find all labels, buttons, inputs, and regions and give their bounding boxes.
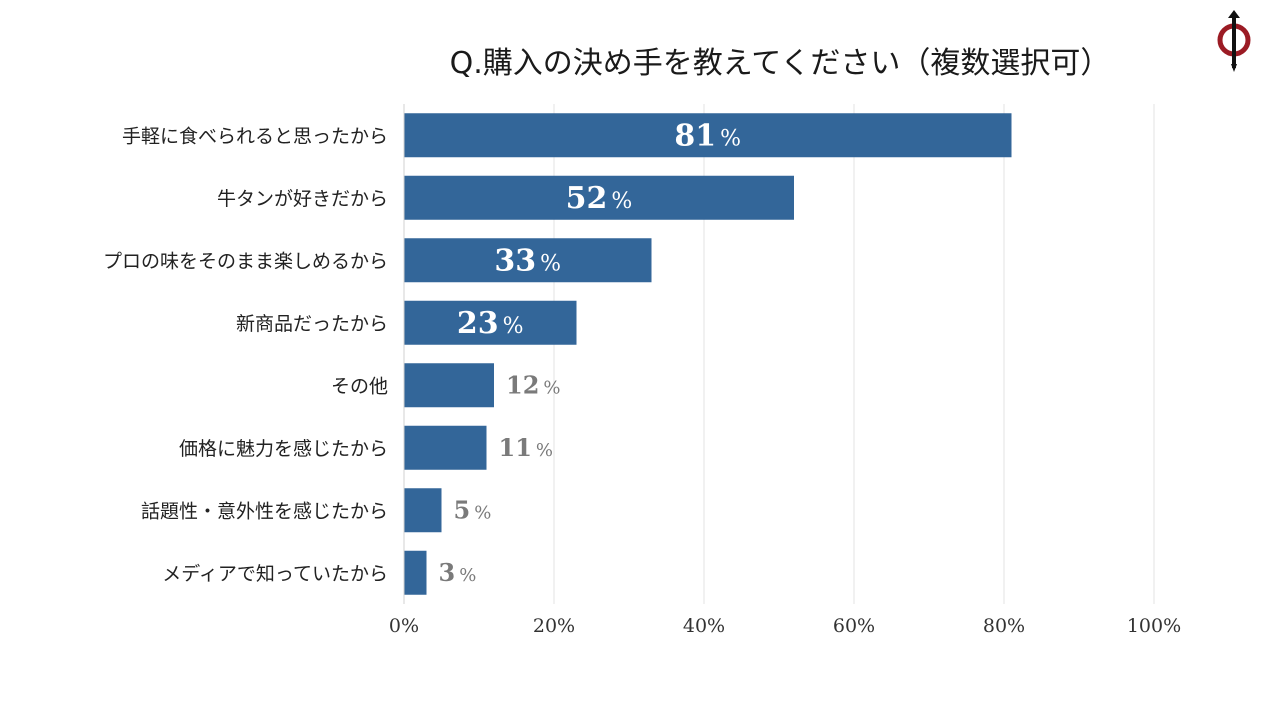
bar xyxy=(404,300,577,345)
x-tick-label: 40% xyxy=(683,615,725,637)
data-label: 12% xyxy=(506,370,561,399)
data-label: 5% xyxy=(454,495,492,524)
category-label: 価格に魅力を感じたから xyxy=(179,438,388,460)
data-label: 52% xyxy=(566,181,633,216)
x-tick-label: 80% xyxy=(983,615,1025,637)
bar xyxy=(404,238,652,283)
chart-title: Q.購入の決め手を教えてください（複数選択可） xyxy=(449,46,1111,81)
bar xyxy=(404,113,1012,158)
category-label: 手軽に食べられると思ったから xyxy=(122,125,388,147)
data-label: 81% xyxy=(674,118,741,153)
category-label: 新商品だったから xyxy=(236,313,388,335)
category-label: プロの味をそのまま楽しめるから xyxy=(103,250,388,272)
brand-logo-icon xyxy=(1217,10,1251,72)
x-tick-label: 0% xyxy=(389,615,419,637)
category-label: 話題性・意外性を感じたから xyxy=(141,500,388,522)
data-label: 3% xyxy=(439,558,477,587)
bar xyxy=(404,425,487,470)
bar xyxy=(404,175,794,220)
category-label: 牛タンが好きだから xyxy=(217,188,388,210)
data-label: 33% xyxy=(494,243,561,278)
data-label: 11% xyxy=(499,433,554,462)
x-tick-label: 20% xyxy=(533,615,575,637)
x-tick-label: 60% xyxy=(833,615,875,637)
x-tick-label: 100% xyxy=(1127,615,1181,637)
data-label: 23% xyxy=(457,306,524,341)
bar xyxy=(404,488,442,533)
bar xyxy=(404,550,427,595)
bar xyxy=(404,363,494,408)
category-label: その他 xyxy=(331,375,388,397)
category-label: メディアで知っていたから xyxy=(162,563,388,585)
